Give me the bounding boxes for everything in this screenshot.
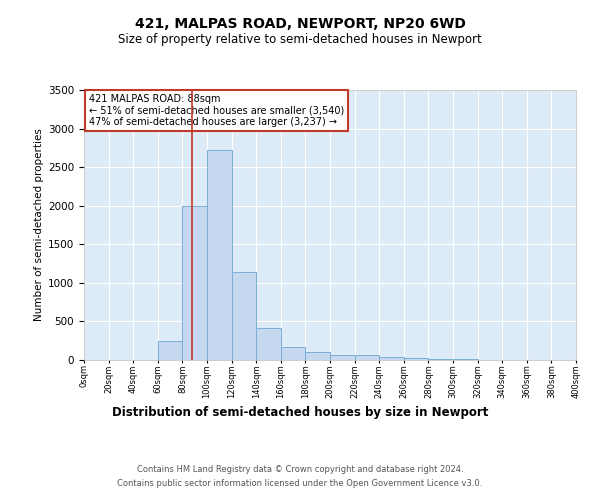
Y-axis label: Number of semi-detached properties: Number of semi-detached properties [34,128,44,322]
Text: Contains public sector information licensed under the Open Government Licence v3: Contains public sector information licen… [118,480,482,488]
Bar [305,352,330,360]
Text: 421 MALPAS ROAD: 88sqm
← 51% of semi-detached houses are smaller (3,540)
47% of : 421 MALPAS ROAD: 88sqm ← 51% of semi-det… [89,94,344,127]
Bar [232,272,256,360]
Bar [379,357,404,360]
Bar [281,346,305,360]
Text: 421, MALPAS ROAD, NEWPORT, NP20 6WD: 421, MALPAS ROAD, NEWPORT, NP20 6WD [134,18,466,32]
Bar [256,328,281,360]
Bar [207,150,232,360]
Text: Contains HM Land Registry data © Crown copyright and database right 2024.: Contains HM Land Registry data © Crown c… [137,466,463,474]
Bar [453,359,478,360]
Bar [158,342,182,360]
Bar [182,206,207,360]
Text: Size of property relative to semi-detached houses in Newport: Size of property relative to semi-detach… [118,32,482,46]
Bar [355,356,379,360]
Bar [330,354,355,360]
Bar [404,358,428,360]
Bar [428,359,453,360]
Text: Distribution of semi-detached houses by size in Newport: Distribution of semi-detached houses by … [112,406,488,419]
